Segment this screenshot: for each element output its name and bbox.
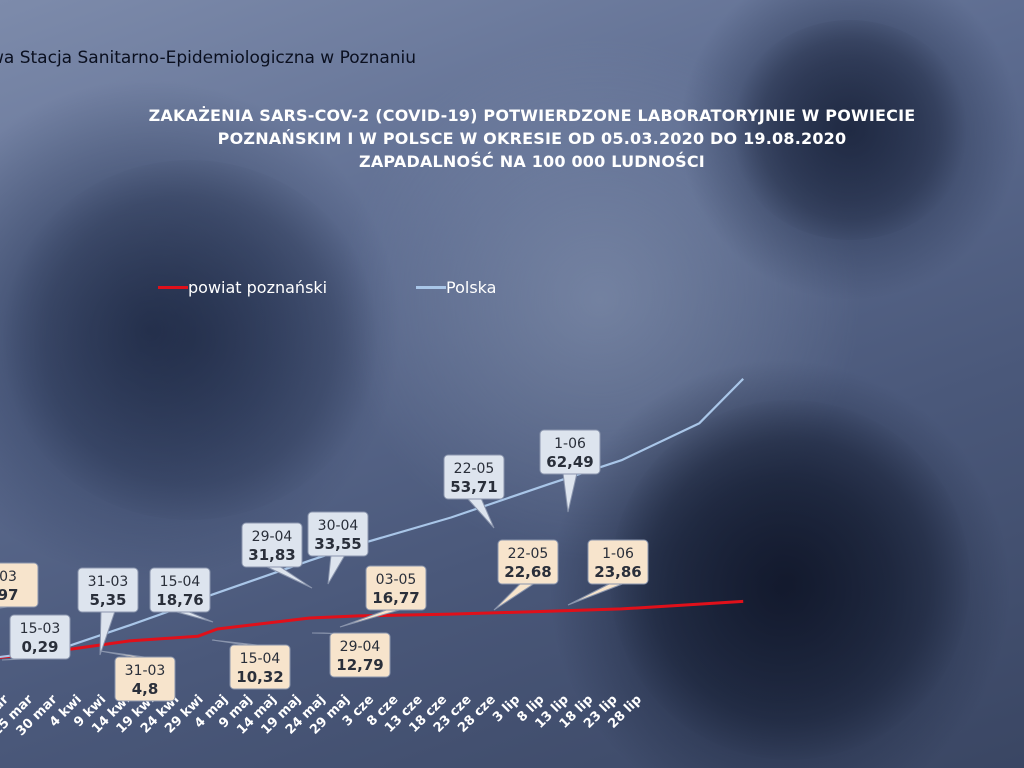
callout-pointer [339,608,404,628]
callout-date: 03 [0,569,17,585]
chart-title: ZAKAŻENIA SARS-COV-2 (COVID-19) POTWIERD… [0,104,1024,173]
callout-value: 16,77 [372,589,419,607]
callout-pointer [172,610,214,623]
callout-pointer [465,497,495,529]
callout-box [539,429,601,475]
callout-pointer [562,472,578,513]
callout-box [587,539,649,585]
callout-box [149,567,211,613]
callout-box [0,562,39,608]
callout-box [77,567,139,613]
callout-box [329,632,391,678]
callout-date: 31-03 [88,574,129,590]
callout-value: 12,79 [336,656,383,674]
callout-pointer [493,582,537,611]
chart-title-line-1: ZAKAŻENIA SARS-COV-2 (COVID-19) POTWIERD… [148,106,916,125]
callout-date: 29-04 [252,529,293,545]
callout-date: 1-06 [602,546,634,562]
callout-value: 53,71 [450,478,497,496]
virus-illustration-bottom-right [610,400,970,760]
organization-name: wa Stacja Sanitarno-Epidemiologiczna w P… [0,48,417,68]
callout-date: 30-04 [318,518,359,534]
callout-value: 18,76 [156,591,203,609]
callout-box [497,539,559,585]
callout-pointer [99,610,116,656]
callout-polska: 15-030,29 [1,614,71,661]
callout-value: 97 [0,586,18,604]
legend-powiat-swatch [158,286,188,289]
callout-date: 1-06 [554,436,586,452]
callout-value: 5,35 [89,591,126,609]
virus-illustration-left [0,160,380,520]
legend-powiat: powiat poznański [158,278,327,297]
callout-polska: 31-035,35 [77,567,139,656]
callout-pointer [567,582,626,606]
callout-date: 15-04 [160,574,201,590]
legend-powiat-label: powiat poznański [188,278,328,297]
callout-value: 4,8 [132,680,159,698]
chart-title-line-2: POZNAŃSKIM I W POLSCE W OKRESIE OD 05.03… [217,129,847,148]
callout-box [229,644,291,690]
callout-date: 29-04 [340,639,381,655]
callout-powiat: 31-034,8 [99,650,176,702]
legend-polska: Polska [416,278,496,297]
callout-value: 33,55 [314,535,361,553]
callout-date: 31-03 [125,663,166,679]
callout-box [307,511,369,557]
x-tick-label: 3 lip [490,692,523,725]
callout-box [9,614,71,660]
callout-value: 10,32 [236,668,283,686]
virus-illustration-top-right [730,20,970,240]
callout-value: 62,49 [546,453,593,471]
callout-date: 22-05 [508,546,549,562]
callout-value: 0,29 [21,638,58,656]
callout-box [443,454,505,500]
series-line-powiat [0,599,744,659]
callout-date: 22-05 [454,461,495,477]
callout-value: 31,83 [248,546,295,564]
legend-polska-swatch [416,286,446,289]
callout-date: 15-04 [240,651,281,667]
callout-box [114,656,176,702]
callout-value: 23,86 [594,563,641,581]
callout-value: 22,68 [504,563,551,581]
callout-pointer [264,565,313,589]
callout-date: 03-05 [376,572,417,588]
chart-title-line-3: ZAPADALNOŚĆ NA 100 000 LUDNOŚCI [359,152,705,171]
callout-date: 15-03 [20,621,61,637]
callout-pointer [327,554,346,585]
legend-polska-label: Polska [446,278,497,297]
callout-box [241,522,303,568]
callout-box [365,565,427,611]
